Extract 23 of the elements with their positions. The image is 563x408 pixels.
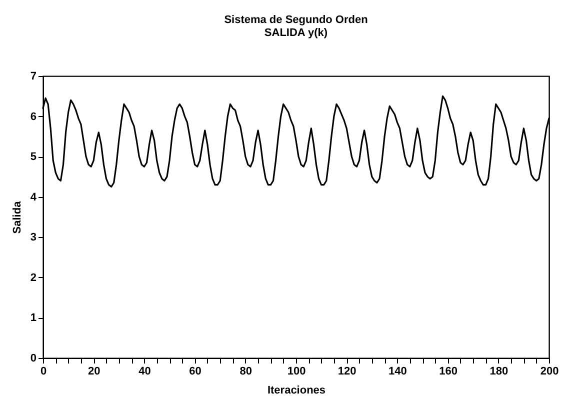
y-tick-label: 1 [30, 312, 36, 324]
x-tick-label: 0 [40, 366, 47, 378]
x-tick-label: 180 [490, 366, 508, 378]
x-tick-label: 100 [287, 366, 306, 378]
x-tick-label: 160 [439, 366, 458, 378]
y-tick-label: 5 [30, 151, 36, 164]
y-axis-title: Salida [11, 200, 24, 234]
y-tick-label: 6 [30, 110, 36, 123]
y-tick-label: 0 [30, 352, 36, 364]
y-tick-label: 2 [30, 272, 36, 284]
x-tick-label: 120 [338, 366, 356, 378]
y-tick-label: 3 [30, 232, 36, 244]
x-tick-label: 20 [88, 366, 100, 378]
x-tick-label: 200 [540, 366, 559, 378]
y-tick-label: 4 [30, 191, 38, 204]
chart-title: Sistema de Segundo Orden [224, 14, 368, 26]
x-tick-label: 40 [138, 366, 151, 378]
x-tick-label: 80 [240, 366, 252, 378]
y-tick-label: 7 [30, 70, 36, 82]
x-axis-title: Iteraciones [267, 384, 326, 396]
x-tick-label: 60 [189, 366, 202, 378]
chart-subtitle: SALIDA y(k) [264, 27, 328, 39]
x-tick-label: 140 [388, 366, 407, 378]
